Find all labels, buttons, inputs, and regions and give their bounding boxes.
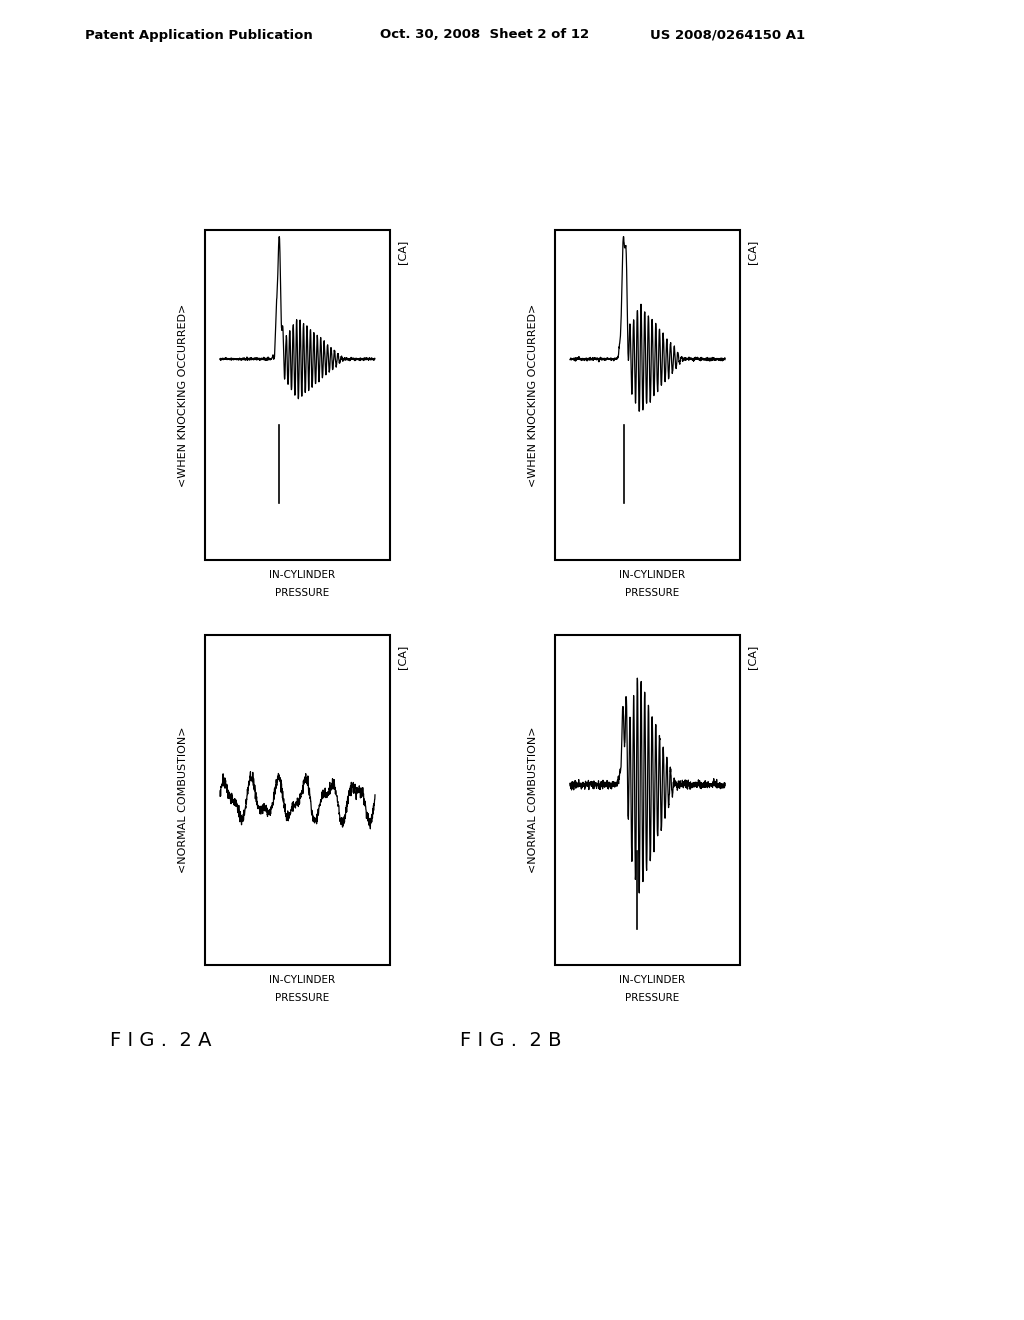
Text: PRESSURE: PRESSURE [274,587,329,598]
Bar [205,635,390,965]
Text: PRESSURE: PRESSURE [625,587,679,598]
Text: IN-CYLINDER: IN-CYLINDER [618,975,685,985]
Bar [555,635,740,965]
Text: US 2008/0264150 A1: US 2008/0264150 A1 [650,29,805,41]
Bar [205,230,390,560]
Text: F I G .  2 B: F I G . 2 B [460,1031,561,1049]
Text: PRESSURE: PRESSURE [274,993,329,1003]
Text: Oct. 30, 2008  Sheet 2 of 12: Oct. 30, 2008 Sheet 2 of 12 [380,29,589,41]
Text: <WHEN KNOCKING OCCURRED>: <WHEN KNOCKING OCCURRED> [528,304,538,487]
Text: [CA]: [CA] [397,645,407,669]
Text: [CA]: [CA] [397,240,407,264]
Text: PRESSURE: PRESSURE [625,993,679,1003]
Bar [555,230,740,560]
Text: [CA]: [CA] [746,645,757,669]
Text: <NORMAL COMBUSTION>: <NORMAL COMBUSTION> [178,727,188,874]
Text: Patent Application Publication: Patent Application Publication [85,29,312,41]
Text: [CA]: [CA] [746,240,757,264]
Text: IN-CYLINDER: IN-CYLINDER [618,570,685,579]
Text: <NORMAL COMBUSTION>: <NORMAL COMBUSTION> [528,727,538,874]
Text: <WHEN KNOCKING OCCURRED>: <WHEN KNOCKING OCCURRED> [178,304,188,487]
Text: IN-CYLINDER: IN-CYLINDER [269,975,335,985]
Text: IN-CYLINDER: IN-CYLINDER [269,570,335,579]
Text: F I G .  2 A: F I G . 2 A [110,1031,212,1049]
